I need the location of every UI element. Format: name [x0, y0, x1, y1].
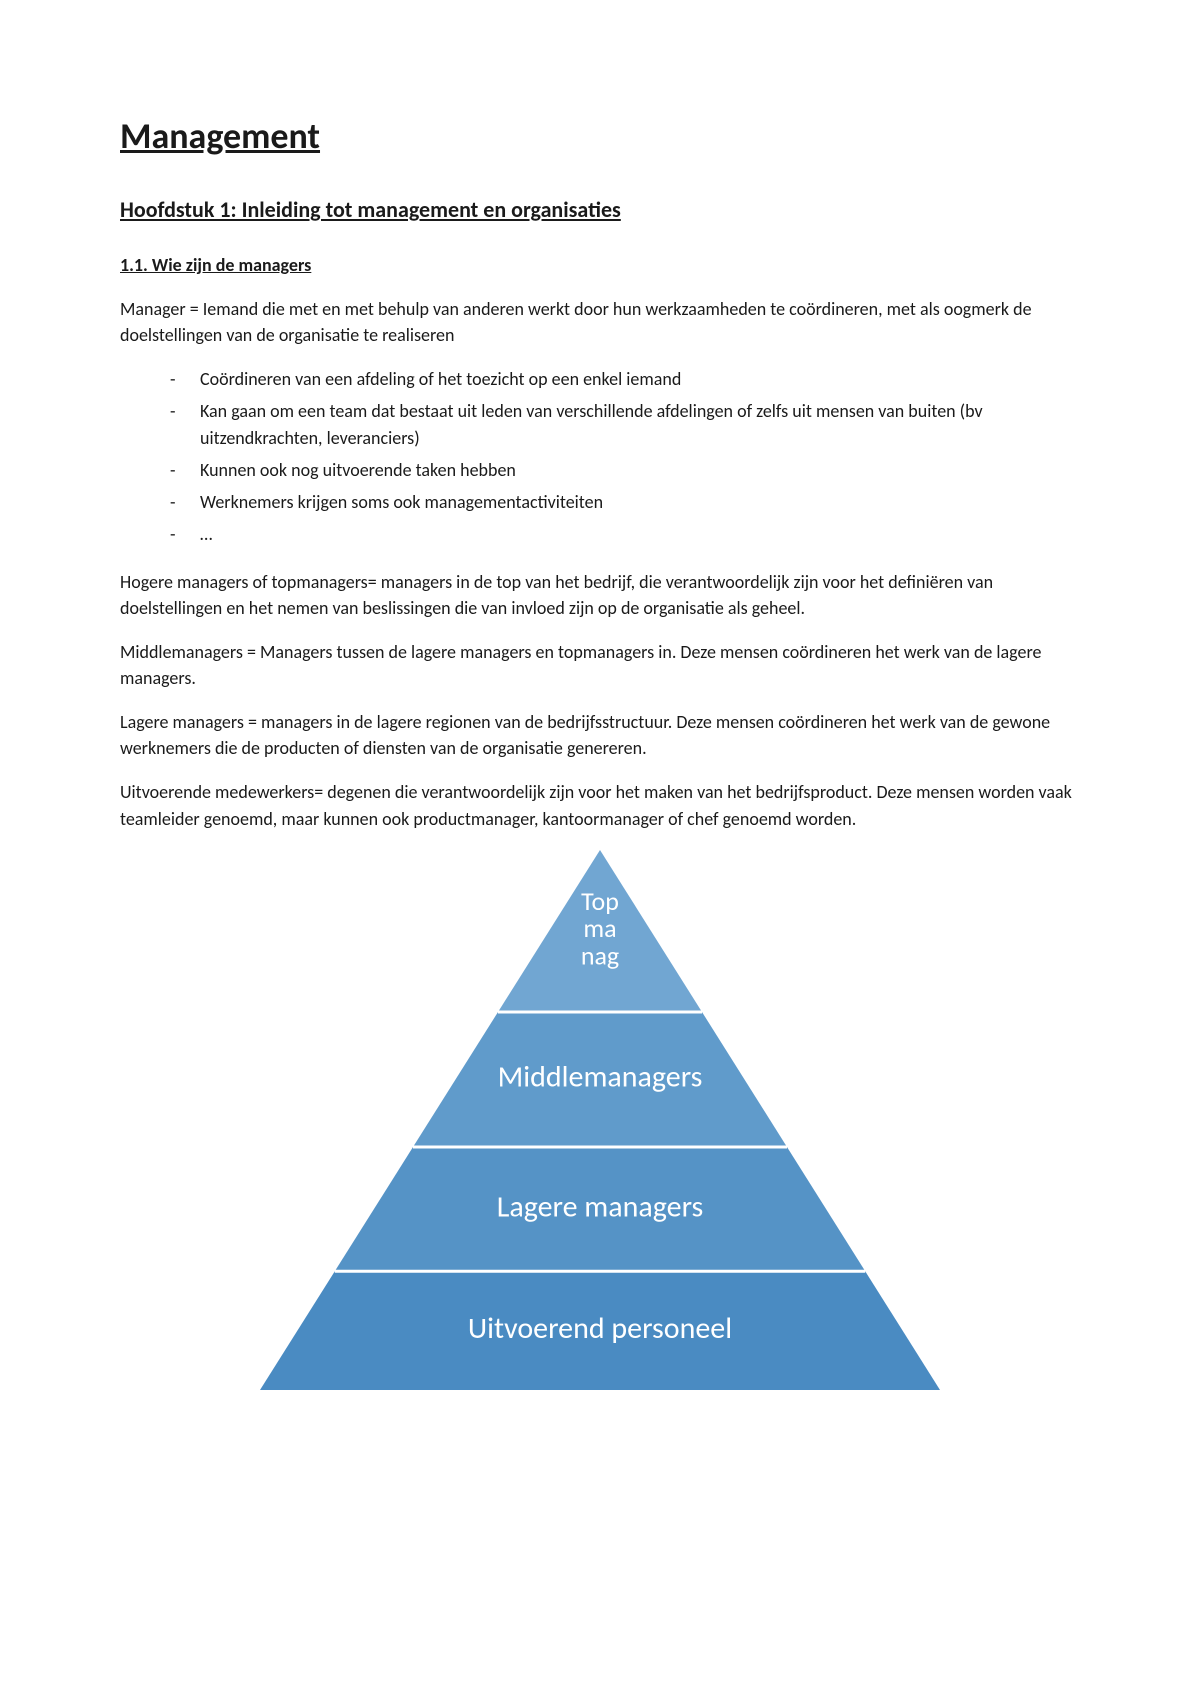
- management-pyramid: TopmanagMiddlemanagersLagere managersUit…: [260, 850, 940, 1390]
- pyramid-container: TopmanagMiddlemanagersLagere managersUit…: [120, 850, 1080, 1390]
- body-paragraph: Middlemanagers = Managers tussen de lage…: [120, 639, 1080, 691]
- definition-paragraph: Manager = Iemand die met en met behulp v…: [120, 296, 1080, 348]
- list-item: Werknemers krijgen soms ook managementac…: [170, 489, 1080, 515]
- list-item: Kunnen ook nog uitvoerende taken hebben: [170, 457, 1080, 483]
- chapter-heading: Hoofdstuk 1: Inleiding tot management en…: [120, 194, 1080, 226]
- pyramid-label: Uitvoerend personeel: [468, 1309, 732, 1346]
- document-title: Management: [120, 110, 1080, 162]
- list-item: Coördineren van een afdeling of het toez…: [170, 366, 1080, 392]
- pyramid-label: Middlemanagers: [498, 1058, 703, 1095]
- pyramid-label: nag: [581, 939, 619, 971]
- body-paragraph: Uitvoerende medewerkers= degenen die ver…: [120, 779, 1080, 831]
- list-item: …: [170, 521, 1080, 547]
- section-heading: 1.1. Wie zijn de managers: [120, 252, 1080, 278]
- pyramid-label: Lagere managers: [497, 1188, 704, 1225]
- list-item: Kan gaan om een team dat bestaat uit led…: [170, 398, 1080, 450]
- body-paragraph: Lagere managers = managers in de lagere …: [120, 709, 1080, 761]
- bullet-list: Coördineren van een afdeling of het toez…: [170, 366, 1080, 547]
- body-paragraph: Hogere managers of topmanagers= managers…: [120, 569, 1080, 621]
